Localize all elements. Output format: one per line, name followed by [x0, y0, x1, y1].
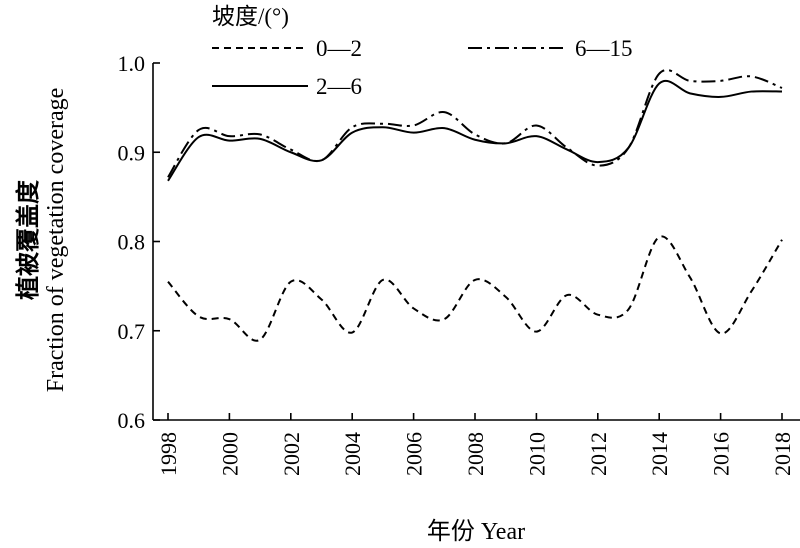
x-axis-title: 年份 Year	[427, 518, 525, 545]
series-line-0-2	[167, 235, 783, 342]
x-tick-label: 2008	[463, 432, 488, 476]
legend-label-2-6: 2—6	[316, 74, 362, 99]
x-tick-label: 2004	[340, 432, 365, 476]
legend-label-0-2: 0—2	[316, 36, 362, 61]
x-tick-label: 2012	[586, 432, 611, 476]
x-tick-label: 2002	[279, 432, 304, 476]
x-tick-label: 1998	[156, 432, 181, 476]
series-line-6-15	[167, 68, 783, 178]
legend: 坡度/(°) 0—2 2—6 6—15	[212, 4, 633, 99]
y-axis-title-cn: 植被覆盖度	[14, 179, 42, 300]
x-tick-label: 2014	[647, 432, 672, 476]
series-line-2-6	[167, 79, 783, 182]
x-tick-label: 2018	[770, 432, 795, 476]
x-tick-label: 2016	[709, 432, 734, 476]
legend-label-6-15: 6—15	[575, 36, 633, 61]
y-axis-title-en: Fraction of vegetation coverage	[43, 88, 69, 393]
y-tick-label: 0.8	[118, 230, 146, 255]
axes	[152, 63, 800, 421]
y-axis-title-group: 植被覆盖度 Fraction of vegetation coverage	[14, 88, 69, 393]
x-ticks: 1998 2000 2002 2004 2006 2008 2010 2012 2014 2016…	[156, 413, 795, 476]
y-tick-label: 0.6	[118, 408, 146, 433]
y-tick-label: 0.7	[118, 319, 146, 344]
y-tick-label: 0.9	[118, 140, 146, 165]
legend-title: 坡度/(°)	[212, 4, 289, 29]
x-tick-label: 2006	[402, 432, 427, 476]
series-group	[167, 68, 783, 342]
x-tick-label: 2000	[217, 432, 242, 476]
y-ticks: 0.6 0.7 0.8 0.9 1.0	[118, 51, 160, 433]
x-tick-label: 2010	[524, 432, 549, 476]
y-tick-label: 1.0	[118, 51, 146, 76]
